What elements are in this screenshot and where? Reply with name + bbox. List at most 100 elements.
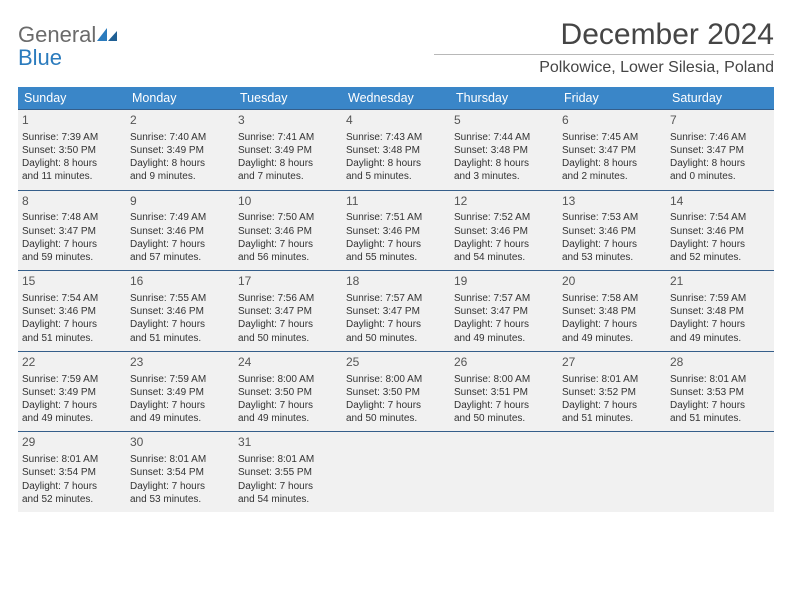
day-day2: and 59 minutes. xyxy=(22,251,122,264)
day-number: 9 xyxy=(130,194,230,210)
day-sunset: Sunset: 3:46 PM xyxy=(346,225,446,238)
day-cell: 1Sunrise: 7:39 AMSunset: 3:50 PMDaylight… xyxy=(18,110,126,190)
day-day2: and 5 minutes. xyxy=(346,170,446,183)
day-cell: 23Sunrise: 7:59 AMSunset: 3:49 PMDayligh… xyxy=(126,352,234,432)
day-cell: 12Sunrise: 7:52 AMSunset: 3:46 PMDayligh… xyxy=(450,191,558,271)
day-day1: Daylight: 7 hours xyxy=(562,399,662,412)
day-day1: Daylight: 7 hours xyxy=(670,318,770,331)
day-sunrise: Sunrise: 7:43 AM xyxy=(346,131,446,144)
header: General Blue December 2024 Polkowice, Lo… xyxy=(18,18,774,77)
day-day2: and 51 minutes. xyxy=(562,412,662,425)
dow-tuesday: Tuesday xyxy=(234,87,342,109)
day-day2: and 51 minutes. xyxy=(670,412,770,425)
day-cell: 8Sunrise: 7:48 AMSunset: 3:47 PMDaylight… xyxy=(18,191,126,271)
location: Polkowice, Lower Silesia, Poland xyxy=(434,54,774,77)
day-day2: and 49 minutes. xyxy=(238,412,338,425)
day-day2: and 53 minutes. xyxy=(562,251,662,264)
day-day1: Daylight: 7 hours xyxy=(562,318,662,331)
day-sunrise: Sunrise: 7:50 AM xyxy=(238,211,338,224)
day-sunset: Sunset: 3:55 PM xyxy=(238,466,338,479)
day-day1: Daylight: 7 hours xyxy=(238,480,338,493)
day-number: 16 xyxy=(130,274,230,290)
day-sunset: Sunset: 3:47 PM xyxy=(346,305,446,318)
day-day2: and 9 minutes. xyxy=(130,170,230,183)
day-day1: Daylight: 8 hours xyxy=(130,157,230,170)
day-cell-empty xyxy=(450,432,558,512)
day-day1: Daylight: 7 hours xyxy=(346,318,446,331)
day-sunrise: Sunrise: 7:54 AM xyxy=(22,292,122,305)
day-number: 29 xyxy=(22,435,122,451)
day-day2: and 52 minutes. xyxy=(22,493,122,506)
day-cell: 21Sunrise: 7:59 AMSunset: 3:48 PMDayligh… xyxy=(666,271,774,351)
day-sunrise: Sunrise: 7:41 AM xyxy=(238,131,338,144)
day-sunset: Sunset: 3:49 PM xyxy=(130,144,230,157)
week-row: 8Sunrise: 7:48 AMSunset: 3:47 PMDaylight… xyxy=(18,190,774,271)
day-day2: and 51 minutes. xyxy=(22,332,122,345)
day-sunrise: Sunrise: 7:46 AM xyxy=(670,131,770,144)
day-sunset: Sunset: 3:47 PM xyxy=(562,144,662,157)
day-number: 4 xyxy=(346,113,446,129)
day-cell-empty xyxy=(342,432,450,512)
day-number: 10 xyxy=(238,194,338,210)
month-title: December 2024 xyxy=(434,18,774,52)
day-sunset: Sunset: 3:46 PM xyxy=(22,305,122,318)
day-cell: 7Sunrise: 7:46 AMSunset: 3:47 PMDaylight… xyxy=(666,110,774,190)
day-cell: 14Sunrise: 7:54 AMSunset: 3:46 PMDayligh… xyxy=(666,191,774,271)
day-day1: Daylight: 8 hours xyxy=(346,157,446,170)
day-number: 31 xyxy=(238,435,338,451)
day-sunrise: Sunrise: 7:40 AM xyxy=(130,131,230,144)
logo-text-block: General Blue xyxy=(18,24,118,70)
day-day2: and 50 minutes. xyxy=(346,412,446,425)
day-sunrise: Sunrise: 7:57 AM xyxy=(346,292,446,305)
day-day2: and 53 minutes. xyxy=(130,493,230,506)
week-row: 1Sunrise: 7:39 AMSunset: 3:50 PMDaylight… xyxy=(18,109,774,190)
day-cell: 28Sunrise: 8:01 AMSunset: 3:53 PMDayligh… xyxy=(666,352,774,432)
day-sunset: Sunset: 3:54 PM xyxy=(22,466,122,479)
day-day2: and 2 minutes. xyxy=(562,170,662,183)
day-sunset: Sunset: 3:46 PM xyxy=(130,305,230,318)
day-sunrise: Sunrise: 7:51 AM xyxy=(346,211,446,224)
dow-saturday: Saturday xyxy=(666,87,774,109)
day-number: 25 xyxy=(346,355,446,371)
day-day1: Daylight: 8 hours xyxy=(22,157,122,170)
day-day2: and 49 minutes. xyxy=(130,412,230,425)
day-day1: Daylight: 7 hours xyxy=(22,318,122,331)
day-day2: and 49 minutes. xyxy=(454,332,554,345)
calendar: Sunday Monday Tuesday Wednesday Thursday… xyxy=(18,87,774,512)
day-day1: Daylight: 8 hours xyxy=(562,157,662,170)
day-number: 12 xyxy=(454,194,554,210)
day-sunset: Sunset: 3:50 PM xyxy=(238,386,338,399)
day-day1: Daylight: 7 hours xyxy=(670,399,770,412)
day-cell: 25Sunrise: 8:00 AMSunset: 3:50 PMDayligh… xyxy=(342,352,450,432)
day-day1: Daylight: 7 hours xyxy=(346,238,446,251)
day-sunrise: Sunrise: 8:01 AM xyxy=(670,373,770,386)
day-sunset: Sunset: 3:49 PM xyxy=(238,144,338,157)
day-sunrise: Sunrise: 7:57 AM xyxy=(454,292,554,305)
day-day2: and 3 minutes. xyxy=(454,170,554,183)
day-day2: and 7 minutes. xyxy=(238,170,338,183)
day-day1: Daylight: 7 hours xyxy=(238,399,338,412)
day-cell: 6Sunrise: 7:45 AMSunset: 3:47 PMDaylight… xyxy=(558,110,666,190)
day-number: 3 xyxy=(238,113,338,129)
day-sunrise: Sunrise: 8:01 AM xyxy=(130,453,230,466)
day-day1: Daylight: 7 hours xyxy=(130,238,230,251)
day-sunset: Sunset: 3:46 PM xyxy=(130,225,230,238)
day-number: 7 xyxy=(670,113,770,129)
day-sunrise: Sunrise: 7:58 AM xyxy=(562,292,662,305)
logo-text-general: General xyxy=(18,22,96,47)
weeks-container: 1Sunrise: 7:39 AMSunset: 3:50 PMDaylight… xyxy=(18,109,774,512)
day-day2: and 54 minutes. xyxy=(238,493,338,506)
day-day2: and 57 minutes. xyxy=(130,251,230,264)
day-number: 18 xyxy=(346,274,446,290)
day-sunrise: Sunrise: 7:52 AM xyxy=(454,211,554,224)
day-sunrise: Sunrise: 8:01 AM xyxy=(562,373,662,386)
day-day2: and 52 minutes. xyxy=(670,251,770,264)
day-number: 2 xyxy=(130,113,230,129)
day-day2: and 0 minutes. xyxy=(670,170,770,183)
day-cell: 9Sunrise: 7:49 AMSunset: 3:46 PMDaylight… xyxy=(126,191,234,271)
day-day2: and 50 minutes. xyxy=(454,412,554,425)
day-day1: Daylight: 7 hours xyxy=(454,318,554,331)
day-day1: Daylight: 7 hours xyxy=(562,238,662,251)
dow-monday: Monday xyxy=(126,87,234,109)
day-sunset: Sunset: 3:47 PM xyxy=(238,305,338,318)
